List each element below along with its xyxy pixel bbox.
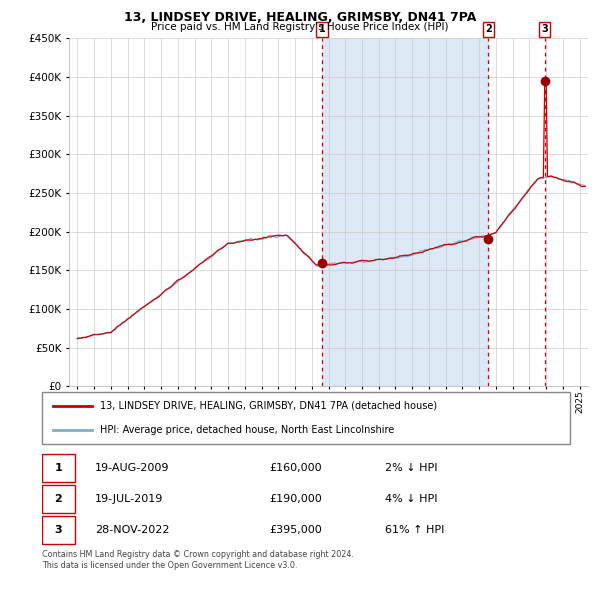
Text: 61% ↑ HPI: 61% ↑ HPI — [385, 525, 445, 535]
Bar — [42, 516, 75, 545]
Text: 19-JUL-2019: 19-JUL-2019 — [95, 494, 163, 504]
Text: £190,000: £190,000 — [269, 494, 322, 504]
Bar — [42, 485, 75, 513]
Text: 3: 3 — [541, 24, 548, 34]
Bar — [42, 454, 75, 482]
Text: 3: 3 — [55, 525, 62, 535]
Text: 1: 1 — [55, 463, 62, 473]
Text: Contains HM Land Registry data © Crown copyright and database right 2024.: Contains HM Land Registry data © Crown c… — [42, 550, 354, 559]
Text: 2: 2 — [55, 494, 62, 504]
Text: This data is licensed under the Open Government Licence v3.0.: This data is licensed under the Open Gov… — [42, 560, 298, 569]
Text: 19-AUG-2009: 19-AUG-2009 — [95, 463, 169, 473]
Text: £160,000: £160,000 — [269, 463, 322, 473]
Text: 4% ↓ HPI: 4% ↓ HPI — [385, 494, 438, 504]
Bar — [322, 38, 488, 386]
Text: Price paid vs. HM Land Registry's House Price Index (HPI): Price paid vs. HM Land Registry's House … — [151, 22, 449, 32]
Text: 13, LINDSEY DRIVE, HEALING, GRIMSBY, DN41 7PA: 13, LINDSEY DRIVE, HEALING, GRIMSBY, DN4… — [124, 11, 476, 24]
Text: 13, LINDSEY DRIVE, HEALING, GRIMSBY, DN41 7PA (detached house): 13, LINDSEY DRIVE, HEALING, GRIMSBY, DN4… — [100, 401, 437, 411]
Text: 1: 1 — [319, 24, 326, 34]
Text: 2: 2 — [485, 24, 492, 34]
Text: HPI: Average price, detached house, North East Lincolnshire: HPI: Average price, detached house, Nort… — [100, 425, 394, 435]
Text: 2% ↓ HPI: 2% ↓ HPI — [385, 463, 438, 473]
Text: £395,000: £395,000 — [269, 525, 322, 535]
Text: 28-NOV-2022: 28-NOV-2022 — [95, 525, 169, 535]
